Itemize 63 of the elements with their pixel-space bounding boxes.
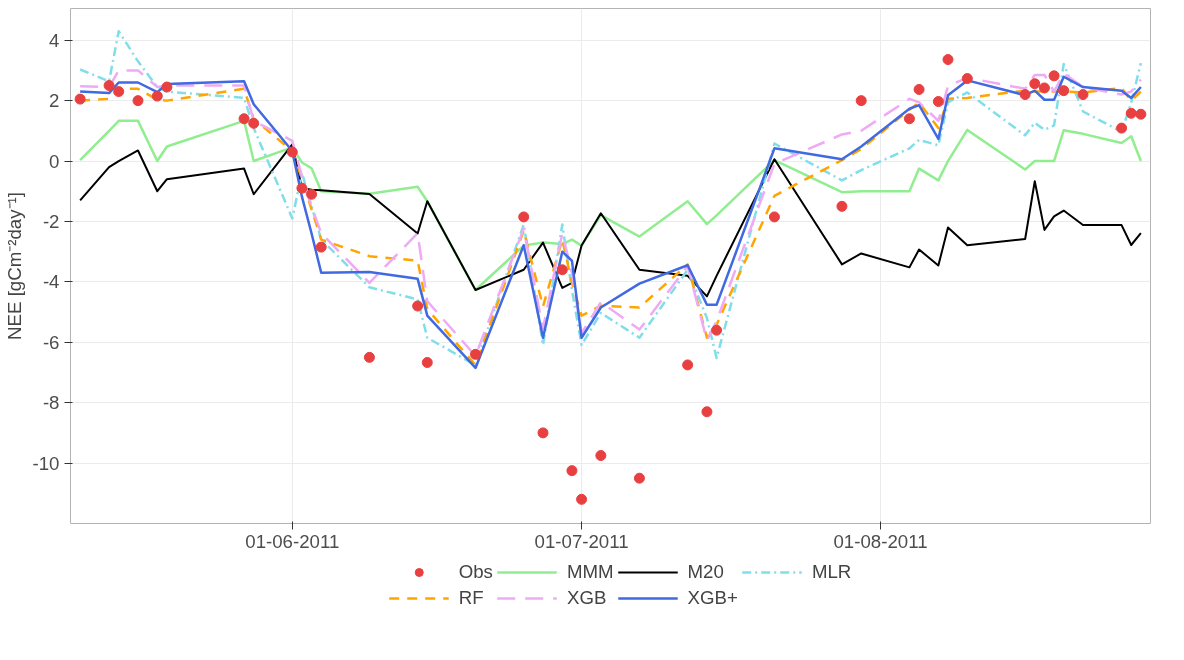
point: [682, 359, 694, 371]
x-tick-label: 01-06-2011: [245, 530, 340, 552]
point: [1019, 89, 1031, 101]
point: [248, 117, 260, 129]
y-tick-label: 2: [49, 90, 60, 112]
point: [932, 96, 944, 108]
point: [768, 211, 780, 223]
line-series: [79, 143, 1142, 298]
point: [701, 406, 713, 418]
point: [855, 95, 867, 107]
point: [1116, 122, 1128, 134]
legend-label: XGB+: [687, 587, 738, 609]
legend-label: MMM: [566, 561, 614, 583]
y-tick-label: 0: [49, 150, 60, 172]
point: [518, 211, 530, 223]
point: [103, 80, 115, 92]
point: [132, 95, 144, 107]
point: [595, 450, 607, 462]
point: [1038, 82, 1050, 94]
point: [470, 348, 481, 360]
point: [363, 351, 375, 363]
point: [1077, 89, 1089, 101]
point: [903, 113, 915, 125]
point: [74, 93, 86, 105]
point: [1125, 107, 1137, 119]
point: [306, 188, 318, 200]
point: [151, 90, 163, 102]
legend-label: Obs: [458, 561, 493, 583]
x-tick-label: 01-07-2011: [534, 530, 629, 552]
point: [556, 264, 568, 276]
point: [836, 200, 848, 212]
legend-label: MLR: [811, 561, 852, 583]
point: [537, 427, 549, 439]
point: [1058, 85, 1070, 97]
point: [113, 86, 125, 98]
legend-label: RF: [458, 587, 484, 609]
point: [1135, 108, 1147, 120]
point: [238, 113, 250, 125]
point: [161, 81, 173, 93]
point: [913, 83, 925, 95]
point: [1048, 70, 1060, 82]
point: [633, 472, 645, 484]
y-tick-label: -4: [42, 271, 60, 293]
y-tick-label: -6: [42, 331, 60, 353]
point: [412, 300, 424, 312]
y-tick-label: -8: [42, 392, 60, 414]
point: [961, 73, 973, 85]
y-tick-label: -2: [42, 210, 60, 232]
y-tick-label: -10: [32, 452, 60, 474]
point: [576, 493, 588, 505]
x-tick-label: 01-08-2011: [833, 530, 928, 552]
y-tick-label: 4: [49, 29, 60, 51]
point: [566, 465, 578, 477]
point: [286, 146, 298, 158]
point: [296, 182, 308, 194]
point: [315, 241, 327, 253]
y-axis-title: NEE [gCm⁻²day⁻¹]: [3, 192, 25, 340]
point: [1029, 78, 1041, 90]
legend-label: M20: [687, 561, 724, 583]
point: [421, 357, 433, 368]
point: [711, 324, 723, 336]
legend-label: XGB: [566, 587, 607, 609]
point: [942, 54, 954, 66]
